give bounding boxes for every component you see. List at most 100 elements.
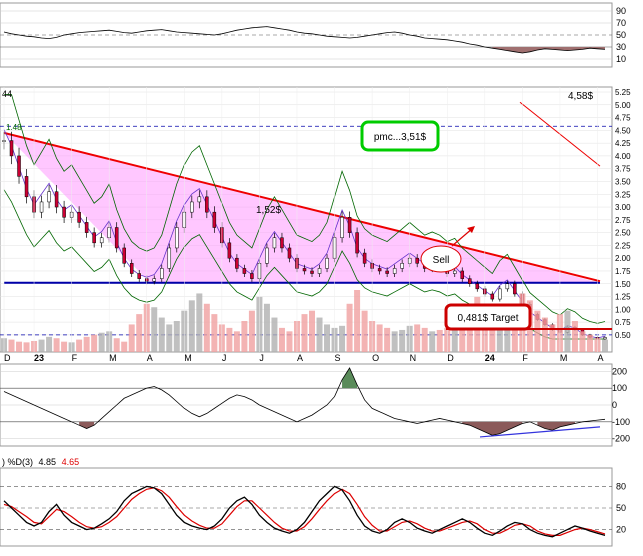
- volume-bar: [376, 324, 383, 352]
- x-label: J: [259, 353, 264, 363]
- volume-bar: [541, 317, 548, 352]
- price-layer: 5.25 5.00 4.75 4.50 4.25 4.00 3.75 3.50 3.25 3.00…: [0, 88, 631, 352]
- candle: [197, 196, 202, 203]
- volume-bar: [128, 324, 135, 352]
- target-label: 0,481$ Target: [458, 313, 519, 324]
- candle: [453, 270, 457, 274]
- candle: [310, 270, 314, 274]
- x-label: F: [522, 353, 528, 363]
- volume-bar: [316, 317, 323, 352]
- candle: [280, 237, 284, 249]
- trendline: [3, 131, 601, 283]
- volume-bar: [354, 290, 361, 352]
- price-tick-7: 3.50: [615, 177, 631, 186]
- volume-bar: [173, 321, 180, 352]
- volume-bar: [271, 317, 278, 352]
- price-tick-11: 2.50: [615, 229, 631, 238]
- candle: [325, 257, 329, 269]
- candle: [17, 155, 21, 177]
- volume-bar: [459, 321, 466, 352]
- candle: [377, 268, 382, 272]
- price-tick-15: 1.50: [615, 280, 631, 289]
- stoch-k-line: [3, 485, 606, 538]
- volume-bar: [233, 331, 240, 352]
- candle: [122, 247, 126, 264]
- candle: [39, 201, 44, 213]
- volume-bar: [414, 324, 421, 352]
- candle: [54, 191, 59, 208]
- x-label: A: [147, 353, 153, 363]
- volume-bar: [278, 327, 285, 352]
- candle: [137, 273, 141, 279]
- volume-bar: [8, 339, 15, 352]
- price-tick-10: 2.75: [615, 216, 631, 225]
- x-label: J: [222, 353, 227, 363]
- candle: [227, 242, 232, 259]
- x-label: A: [297, 353, 303, 363]
- candle: [265, 247, 269, 264]
- stoch-panel: [0, 467, 613, 547]
- volume-bar: [53, 338, 60, 352]
- volume-bar: [309, 310, 316, 352]
- rsi-tick-70: 70: [616, 18, 626, 28]
- volume-bar: [196, 293, 203, 352]
- candle: [212, 211, 217, 228]
- volume-bar: [451, 324, 458, 352]
- volume-bar: [466, 317, 473, 352]
- top-left-value: 44: [2, 89, 12, 99]
- candle: [505, 283, 510, 290]
- volume-bar: [76, 339, 83, 352]
- candle: [62, 206, 66, 218]
- candle: [47, 191, 51, 203]
- candle: [24, 176, 29, 198]
- volume-bar: [421, 327, 428, 352]
- candle: [129, 263, 134, 274]
- volume-bar: [16, 341, 23, 352]
- volume-bar: [511, 310, 518, 352]
- candle: [84, 222, 89, 233]
- stoch-layer: 80 50 20: [0, 481, 626, 538]
- candle: [362, 252, 367, 264]
- cci-tick-2: 0: [612, 400, 617, 410]
- cci-fill: [537, 421, 575, 431]
- candle: [152, 278, 156, 282]
- volume-bar: [203, 303, 210, 352]
- volume-bar: [361, 310, 368, 352]
- candle: [490, 293, 495, 300]
- x-label: D: [447, 353, 454, 363]
- x-label: A: [597, 353, 603, 363]
- volume-bar: [121, 341, 128, 352]
- bollinger-upper: [4, 94, 606, 324]
- x-label: D: [4, 353, 11, 363]
- volume-bar: [248, 310, 255, 352]
- x-label: M: [560, 353, 568, 363]
- price-tick-14: 1.75: [615, 267, 631, 276]
- candle: [272, 237, 277, 249]
- candle: [392, 268, 397, 274]
- candle: [468, 278, 472, 285]
- cci-layer: 200 100 0 -100 -200: [0, 366, 630, 444]
- candle: [160, 268, 164, 279]
- candle: [603, 337, 607, 340]
- price-tick-8: 3.25: [615, 190, 631, 199]
- volume-bar: [549, 324, 556, 352]
- target-box: [444, 303, 532, 331]
- volume-bar: [91, 334, 98, 352]
- cci-tick-0: 200: [612, 366, 627, 376]
- candle: [460, 270, 465, 279]
- candle: [415, 257, 419, 264]
- x-label: M: [184, 353, 192, 363]
- candle: [99, 237, 104, 244]
- volume-bar: [346, 303, 353, 352]
- volume-bar: [384, 327, 391, 352]
- candle: [317, 268, 322, 274]
- rsi-line: [3, 26, 606, 54]
- candle: [190, 201, 194, 213]
- volume-bar: [136, 314, 143, 352]
- volume-bar: [158, 317, 165, 352]
- high-label: 4,58$: [568, 91, 593, 102]
- volume-bar: [113, 338, 120, 352]
- rsi-oversold-fill: [492, 47, 605, 53]
- volume-bar: [211, 314, 218, 352]
